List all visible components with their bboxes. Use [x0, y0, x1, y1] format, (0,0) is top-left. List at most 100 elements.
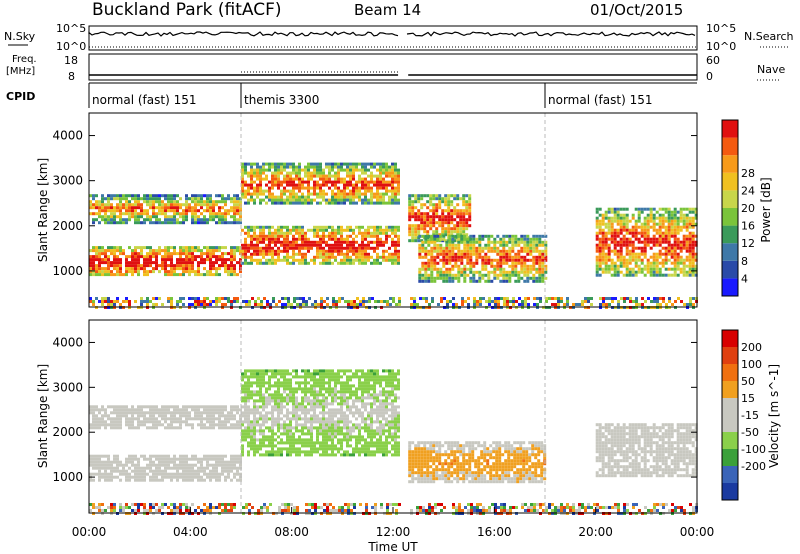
heatmap-cell: [137, 218, 140, 222]
heatmap-cell: [224, 469, 227, 473]
heatmap-cell: [188, 261, 191, 265]
heatmap-cell: [385, 201, 388, 205]
heatmap-cell: [391, 168, 394, 172]
velocity-data: [89, 320, 698, 515]
heatmap-cell: [143, 475, 146, 479]
ground-scatter-cell: [680, 300, 683, 303]
heatmap-cell: [182, 215, 185, 219]
heatmap-cell: [541, 267, 545, 271]
heatmap-cell: [119, 469, 122, 473]
heatmap-cell: [179, 408, 182, 412]
heatmap-cell: [685, 234, 689, 238]
heatmap-cell: [526, 258, 530, 262]
heatmap-cell: [221, 423, 224, 427]
heatmap-cell: [382, 183, 385, 187]
heatmap-cell: [679, 267, 683, 271]
heatmap-cell: [649, 237, 653, 241]
heatmap-cell: [203, 273, 206, 277]
heatmap-cell: [247, 441, 250, 445]
heatmap-cell: [113, 405, 116, 409]
heatmap-cell: [188, 264, 191, 268]
heatmap-cell: [598, 222, 602, 226]
ground-scatter-cell: [506, 297, 509, 300]
heatmap-cell: [95, 457, 98, 461]
heatmap-cell: [233, 270, 236, 274]
heatmap-cell: [259, 390, 262, 394]
heatmap-cell: [259, 423, 262, 427]
heatmap-cell: [307, 171, 310, 175]
heatmap-cell: [173, 218, 176, 222]
heatmap-cell: [685, 258, 689, 262]
heatmap-cell: [376, 234, 379, 238]
heatmap-cell: [481, 264, 485, 268]
heatmap-cell: [499, 279, 503, 283]
heatmap-cell: [164, 203, 167, 207]
heatmap-cell: [331, 252, 334, 256]
heatmap-cell: [429, 209, 433, 213]
heatmap-cell: [241, 384, 244, 388]
heatmap-cell: [89, 255, 92, 259]
heatmap-cell: [676, 240, 680, 244]
heatmap-cell: [280, 228, 283, 232]
heatmap-cell: [613, 261, 617, 265]
heatmap-cell: [209, 212, 212, 216]
heatmap-cell: [453, 197, 457, 201]
heatmap-cell: [209, 475, 212, 479]
ground-scatter-cell: [332, 300, 335, 303]
heatmap-cell: [221, 463, 224, 467]
heatmap-cell: [328, 225, 331, 229]
heatmap-cell: [379, 174, 382, 178]
ground-scatter-cell: [203, 303, 206, 306]
heatmap-cell: [265, 237, 268, 241]
heatmap-cell: [152, 209, 155, 213]
heatmap-cell: [673, 231, 677, 235]
heatmap-cell: [125, 264, 128, 268]
heatmap-cell: [110, 420, 113, 424]
heatmap-cell: [194, 249, 197, 253]
heatmap-cell: [376, 168, 379, 172]
heatmap-cell: [421, 261, 425, 265]
heatmap-cell: [397, 228, 400, 232]
heatmap-cell: [688, 240, 692, 244]
heatmap-cell: [164, 194, 167, 198]
heatmap-cell: [435, 203, 439, 207]
ground-scatter-cell: [275, 303, 278, 306]
heatmap-cell: [164, 273, 167, 277]
heatmap-cell: [493, 264, 497, 268]
heatmap-cell: [447, 221, 451, 225]
heatmap-cell: [414, 230, 418, 234]
heatmap-cell: [191, 270, 194, 274]
heatmap-cell: [475, 258, 479, 262]
heatmap-cell: [191, 478, 194, 482]
heatmap-cell: [634, 258, 638, 262]
heatmap-cell: [388, 198, 391, 202]
heatmap-cell: [98, 408, 101, 412]
heatmap-cell: [316, 225, 319, 229]
heatmap-cell: [679, 228, 683, 232]
heatmap-cell: [185, 264, 188, 268]
heatmap-cell: [271, 453, 274, 457]
heatmap-cell: [358, 225, 361, 229]
ground-scatter-cell: [476, 303, 479, 306]
heatmap-cell: [274, 393, 277, 397]
heatmap-cell: [520, 255, 524, 259]
heatmap-cell: [104, 463, 107, 467]
heatmap-cell: [382, 177, 385, 181]
heatmap-cell: [247, 198, 250, 202]
heatmap-cell: [460, 240, 464, 244]
heatmap-cell: [224, 414, 227, 418]
heatmap-cell: [116, 203, 119, 207]
heatmap-cell: [523, 264, 527, 268]
heatmap-cell: [224, 466, 227, 470]
ground-scatter-cell: [497, 297, 500, 300]
heatmap-cell: [250, 258, 253, 262]
heatmap-cell: [523, 258, 527, 262]
heatmap-cell: [274, 438, 277, 442]
heatmap-cell: [472, 249, 476, 253]
heatmap-cell: [250, 198, 253, 202]
heatmap-cell: [197, 405, 200, 409]
heatmap-cell: [197, 414, 200, 418]
heatmap-cell: [423, 224, 427, 228]
heatmap-cell: [98, 454, 101, 458]
heatmap-cell: [472, 234, 476, 238]
